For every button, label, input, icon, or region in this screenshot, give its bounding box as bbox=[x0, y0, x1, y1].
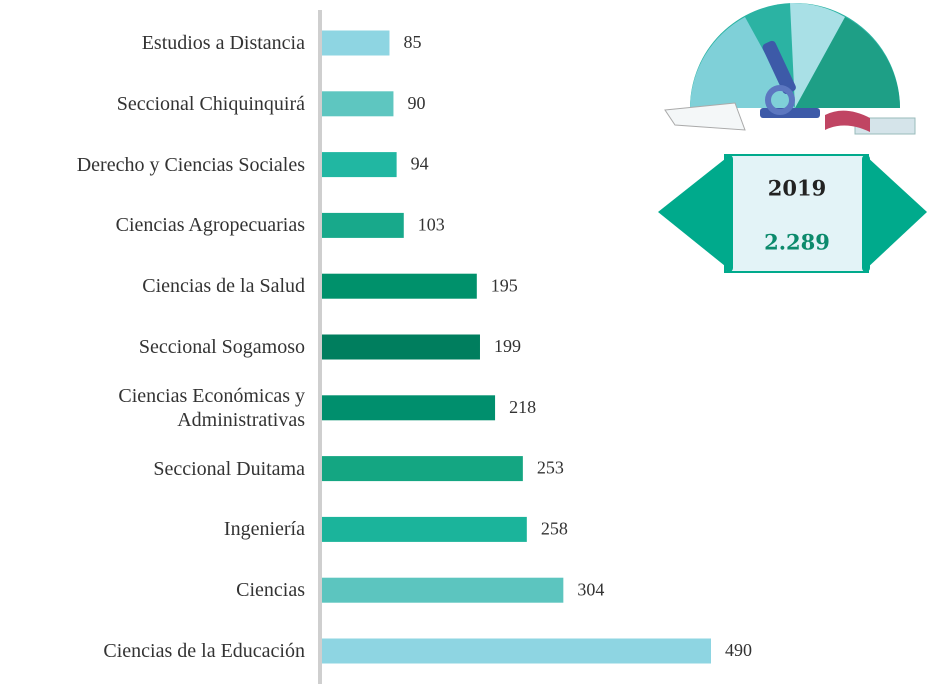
bar bbox=[322, 152, 397, 178]
category-label: Ciencias Agropecuarias bbox=[115, 214, 305, 237]
banner bbox=[658, 154, 927, 273]
value-label: 490 bbox=[725, 640, 752, 660]
bar bbox=[322, 273, 477, 299]
bar bbox=[322, 212, 404, 238]
category-label: Ciencias Económicas y Administrativas bbox=[118, 384, 305, 431]
value-label: 218 bbox=[509, 397, 536, 417]
category-label: Ciencias bbox=[236, 579, 305, 602]
category-label: Estudios a Distancia bbox=[141, 32, 305, 54]
value-label: 304 bbox=[577, 579, 604, 599]
category-label: Seccional Duitama bbox=[153, 457, 305, 480]
value-label: 85 bbox=[403, 32, 421, 52]
category-label: Ingeniería bbox=[223, 518, 305, 541]
category-label: Derecho y Ciencias Sociales bbox=[76, 153, 305, 176]
value-label: 199 bbox=[494, 336, 521, 356]
bar bbox=[322, 638, 711, 664]
annotation-year: 2019 bbox=[768, 176, 826, 201]
value-label: 258 bbox=[541, 519, 568, 539]
bar bbox=[322, 577, 564, 603]
category-label: Seccional Chiquinquirá bbox=[116, 92, 305, 115]
value-label: 90 bbox=[407, 93, 425, 113]
category-label: Ciencias de la Salud bbox=[142, 275, 305, 298]
value-label: 94 bbox=[411, 154, 429, 174]
value-label: 103 bbox=[418, 215, 445, 235]
bar bbox=[322, 456, 523, 482]
category-label: Seccional Sogamoso bbox=[138, 336, 305, 358]
bar bbox=[322, 395, 496, 421]
illustration bbox=[664, 2, 916, 135]
value-label: 195 bbox=[491, 275, 518, 295]
bar bbox=[322, 91, 394, 117]
category-label: Ciencias de la Educación bbox=[103, 640, 305, 662]
bar bbox=[322, 516, 527, 542]
bar bbox=[322, 30, 390, 56]
annotation-total: 2.289 bbox=[764, 230, 830, 255]
value-label: 253 bbox=[537, 458, 564, 478]
bar bbox=[322, 334, 480, 360]
